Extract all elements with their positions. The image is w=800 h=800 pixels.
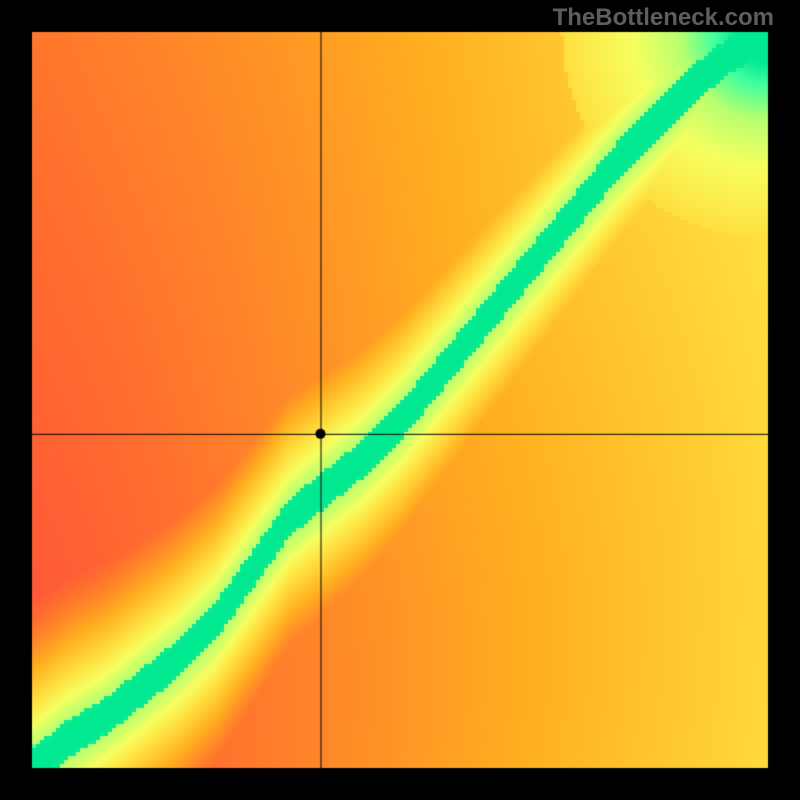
heatmap-canvas	[0, 0, 800, 800]
watermark-text: TheBottleneck.com	[553, 4, 774, 32]
chart-container: TheBottleneck.com	[0, 0, 800, 800]
